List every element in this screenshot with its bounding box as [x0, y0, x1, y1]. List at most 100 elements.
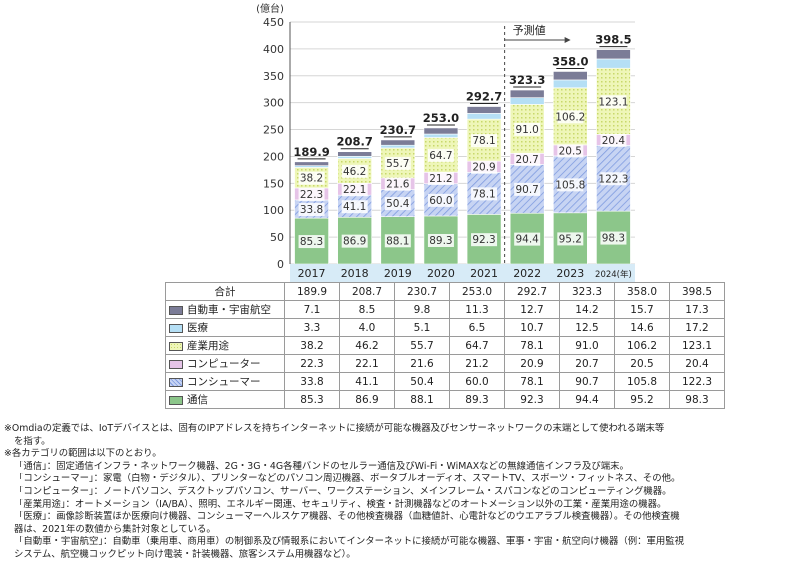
series-name: 医療	[187, 322, 208, 334]
data-label-bg	[471, 134, 498, 148]
data-label: 20.7	[515, 154, 538, 166]
data-label: 20.9	[472, 162, 495, 174]
data-label: 92.3	[472, 234, 495, 246]
data-label-bg	[471, 233, 498, 247]
table-cell: 3.3	[284, 318, 340, 337]
data-label: 22.3	[300, 189, 323, 201]
table-cell: 86.9	[339, 390, 395, 409]
legend-swatch	[169, 395, 183, 405]
data-label: 33.8	[300, 204, 323, 216]
bar-segment	[553, 71, 588, 81]
data-label-bg	[298, 187, 325, 201]
table-cell: 38.2	[284, 336, 340, 355]
table-row: 医療 3.3 4.0 5.1 6.5 10.7 12.5 14.6 17.2	[165, 318, 725, 337]
table-cell: 88.1	[394, 390, 450, 409]
table-cell: 50.4	[394, 372, 450, 391]
data-label-bg	[471, 160, 498, 174]
table-cell: 189.9	[284, 282, 340, 301]
legend-swatch	[169, 359, 183, 369]
legend-swatch	[169, 323, 183, 333]
footnotes: ※Omdiaの定義では、IoTデバイスとは、固有のIPアドレスを持ちインターネッ…	[4, 423, 796, 562]
data-label-bg	[514, 232, 541, 246]
data-label: 21.6	[386, 179, 410, 191]
legend-swatch	[169, 341, 183, 351]
table-cell: 17.2	[669, 318, 725, 337]
table-cell: 89.3	[449, 390, 505, 409]
table-row-label: 通信	[165, 390, 285, 409]
data-label: 95.2	[559, 233, 582, 245]
table-cell: 7.1	[284, 300, 340, 319]
bar-segment	[596, 49, 631, 60]
data-label-bg	[557, 144, 584, 158]
total-label: 208.7	[336, 135, 372, 149]
table-cell: 105.8	[614, 372, 670, 391]
data-label-bg	[471, 187, 498, 201]
total-label: 358.0	[552, 54, 588, 68]
data-label-bg	[384, 156, 411, 170]
footnote-line: 「通信」：固定通信インフラ・ネットワーク機器、2G・3G・4G各種バンドのセルラ…	[14, 460, 629, 472]
data-label-bg	[427, 148, 454, 162]
table-cell: 95.2	[614, 390, 670, 409]
table-cell: 358.0	[614, 282, 670, 301]
series-name: コンピューター	[187, 358, 261, 370]
bar-segment	[337, 155, 372, 159]
data-label-bg	[557, 110, 584, 124]
data-label: 78.1	[472, 188, 495, 200]
data-label: 46.2	[343, 166, 366, 178]
data-label: 106.2	[555, 111, 585, 123]
footnote-line: ※Omdiaの定義では、IoTデバイスとは、固有のIPアドレスを持ちインターネッ…	[4, 423, 665, 434]
data-label-bg	[298, 235, 325, 249]
bar-segment	[509, 89, 545, 98]
footnote-line: 「医療」：画像診断装置ほか医療向け機器、コンシューマーヘルスケア機器、その他検査…	[14, 511, 680, 523]
table-cell: 94.4	[559, 390, 615, 409]
data-label-bg	[384, 234, 411, 248]
data-label-bg	[514, 152, 541, 166]
table-row-label: 産業用途	[165, 336, 285, 355]
table-cell: 85.3	[284, 390, 340, 409]
data-label: 64.7	[429, 150, 452, 162]
data-label: 50.4	[386, 198, 410, 210]
footnote-line: 器は、2021年の数値から集計対象としている。	[14, 523, 216, 535]
total-label: 292.7	[466, 90, 502, 104]
data-label-bg	[384, 177, 411, 191]
data-label: 105.8	[555, 179, 585, 191]
table-row: 通信 85.3 86.9 88.1 89.3 92.3 94.4 95.2 98.3	[165, 390, 725, 409]
bar-segment	[337, 151, 372, 157]
data-label: 88.1	[386, 235, 409, 247]
data-label: 123.1	[598, 96, 628, 108]
footnote-line: システム、航空機コックピット向け電装・計装機器、旅客システム用機器など）。	[14, 548, 356, 560]
data-label-bg	[298, 203, 325, 217]
footnote-line: 「コンピューター」：ノートパソコン、デスクトップパソコン、サーバー、ワークステー…	[14, 485, 672, 497]
total-label: 230.7	[380, 123, 416, 137]
table-cell: 22.1	[339, 354, 395, 373]
table-cell: 91.0	[559, 336, 615, 355]
table-cell: 21.2	[449, 354, 505, 373]
table-row-label: 合計	[165, 282, 285, 301]
y-tick-label: 50	[270, 231, 284, 244]
data-label: 89.3	[429, 235, 452, 247]
x-tick-label: 2020	[427, 267, 455, 280]
y-tick-label: 200	[263, 150, 284, 163]
table-cell: 20.4	[669, 354, 725, 373]
data-label-bg	[600, 231, 627, 245]
data-label: 85.3	[300, 236, 323, 248]
table-cell: 33.8	[284, 372, 340, 391]
forecast-label: 予測値	[513, 23, 546, 37]
y-unit-label: (億台)	[256, 2, 284, 15]
table-cell: 55.7	[394, 336, 450, 355]
table-cell: 78.1	[504, 336, 560, 355]
table-cell: 230.7	[394, 282, 450, 301]
table-row-label: コンシューマー	[165, 372, 285, 391]
table-cell: 14.2	[559, 300, 615, 319]
table-cell: 92.3	[504, 390, 560, 409]
table-row: 自動車・宇宙航空 7.1 8.5 9.8 11.3 12.7 14.2 15.7 17.3	[165, 300, 725, 319]
table-cell: 4.0	[339, 318, 395, 337]
total-label: 323.3	[509, 73, 545, 87]
bar-segment	[509, 97, 545, 105]
data-label: 55.7	[386, 158, 409, 170]
table-cell: 22.3	[284, 354, 340, 373]
data-label-bg	[557, 178, 584, 192]
y-tick-label: 450	[263, 16, 284, 29]
data-label-bg	[600, 95, 627, 109]
series-name: コンシューマー	[187, 376, 261, 388]
